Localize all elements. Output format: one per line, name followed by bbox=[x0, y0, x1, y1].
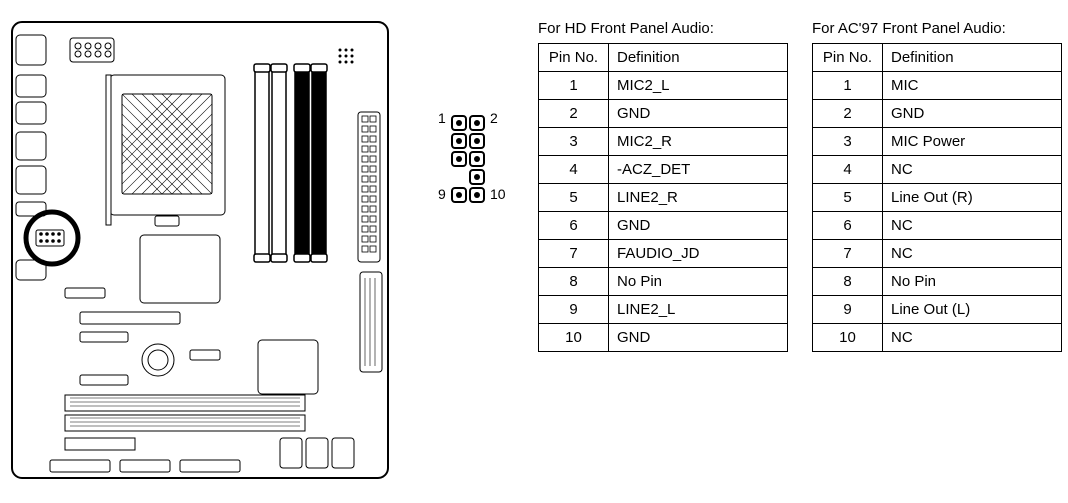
table-row: 2GND bbox=[539, 100, 788, 128]
motherboard-diagram bbox=[10, 20, 410, 483]
table-row: 10NC bbox=[813, 324, 1062, 352]
table-row: 6NC bbox=[813, 212, 1062, 240]
pin-label-9: 9 bbox=[438, 186, 446, 202]
table-row: 3MIC2_R bbox=[539, 128, 788, 156]
table-row: 4NC bbox=[813, 156, 1062, 184]
table-row: 7NC bbox=[813, 240, 1062, 268]
pin-label-10: 10 bbox=[490, 186, 506, 202]
ac97-table: Pin No. Definition 1MIC 2GND 3MIC Power … bbox=[812, 43, 1062, 352]
table-row: 10GND bbox=[539, 324, 788, 352]
table-row: 8No Pin bbox=[813, 268, 1062, 296]
table-row: 9Line Out (L) bbox=[813, 296, 1062, 324]
col-pin: Pin No. bbox=[539, 44, 609, 72]
battery bbox=[142, 344, 174, 376]
table-row: 4-ACZ_DET bbox=[539, 156, 788, 184]
chipset bbox=[140, 235, 220, 303]
pin-header-svg bbox=[434, 110, 504, 220]
table-row: 5Line Out (R) bbox=[813, 184, 1062, 212]
pin-label-2: 2 bbox=[490, 110, 498, 126]
ac97-title: For AC'97 Front Panel Audio: bbox=[812, 20, 1062, 37]
table-header-row: Pin No. Definition bbox=[539, 44, 788, 72]
motherboard-svg bbox=[10, 20, 390, 480]
table-row: 7FAUDIO_JD bbox=[539, 240, 788, 268]
pin-header-diagram: 1 2 9 10 bbox=[434, 20, 514, 230]
col-def: Definition bbox=[883, 44, 1062, 72]
hd-audio-table-col: For HD Front Panel Audio: Pin No. Defini… bbox=[538, 20, 788, 352]
table-row: 2GND bbox=[813, 100, 1062, 128]
table-row: 1MIC bbox=[813, 72, 1062, 100]
table-row: 1MIC2_L bbox=[539, 72, 788, 100]
power-8pin bbox=[70, 38, 114, 62]
col-pin: Pin No. bbox=[813, 44, 883, 72]
col-def: Definition bbox=[609, 44, 788, 72]
table-row: 8No Pin bbox=[539, 268, 788, 296]
page-layout: 1 2 9 10 For HD Front Panel Audio: Pin N… bbox=[10, 20, 1058, 483]
ac97-table-col: For AC'97 Front Panel Audio: Pin No. Def… bbox=[812, 20, 1062, 352]
hd-audio-table: Pin No. Definition 1MIC2_L 2GND 3MIC2_R … bbox=[538, 43, 788, 352]
atx-24pin bbox=[358, 112, 380, 262]
table-row: 9LINE2_L bbox=[539, 296, 788, 324]
pin-label-1: 1 bbox=[438, 110, 446, 126]
table-header-row: Pin No. Definition bbox=[813, 44, 1062, 72]
ide-connector bbox=[360, 272, 382, 372]
table-row: 5LINE2_R bbox=[539, 184, 788, 212]
table-row: 3MIC Power bbox=[813, 128, 1062, 156]
f-audio-header bbox=[36, 230, 64, 246]
southbridge bbox=[258, 340, 318, 394]
sata-ports bbox=[280, 438, 354, 468]
hd-audio-title: For HD Front Panel Audio: bbox=[538, 20, 788, 37]
dots-top bbox=[339, 49, 354, 64]
table-row: 6GND bbox=[539, 212, 788, 240]
